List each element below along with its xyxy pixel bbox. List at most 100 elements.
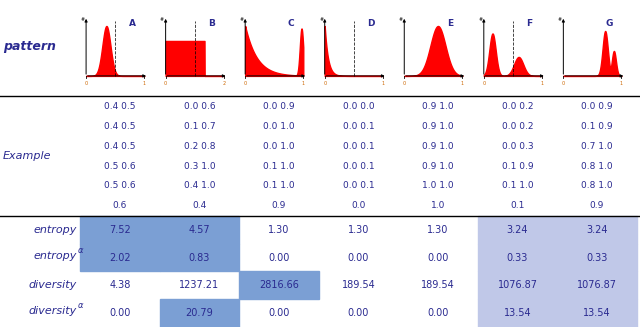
Text: entropy: entropy xyxy=(33,251,77,261)
Text: 0.5 0.6: 0.5 0.6 xyxy=(104,162,136,171)
Text: E: E xyxy=(447,19,453,28)
Text: #: # xyxy=(399,18,403,23)
Text: 0.4 0.5: 0.4 0.5 xyxy=(104,102,136,111)
Text: 1.30: 1.30 xyxy=(268,225,289,235)
Text: #: # xyxy=(160,18,164,23)
Text: 3.24: 3.24 xyxy=(507,225,528,235)
Text: 13.54: 13.54 xyxy=(504,308,531,318)
Text: 0.1 0.9: 0.1 0.9 xyxy=(502,162,533,171)
Text: 0.0 1.0: 0.0 1.0 xyxy=(263,142,294,151)
Text: 1.30: 1.30 xyxy=(428,225,449,235)
Text: 0.9 1.0: 0.9 1.0 xyxy=(422,122,454,131)
Text: 2.02: 2.02 xyxy=(109,252,131,263)
Text: 0.1 1.0: 0.1 1.0 xyxy=(263,181,294,191)
Text: 1076.87: 1076.87 xyxy=(497,280,538,290)
Text: 0.0 0.0: 0.0 0.0 xyxy=(342,102,374,111)
Text: 0.0 0.1: 0.0 0.1 xyxy=(342,122,374,131)
Text: 0: 0 xyxy=(84,81,88,86)
Text: 0: 0 xyxy=(562,81,565,86)
Text: #: # xyxy=(478,18,483,23)
Text: C: C xyxy=(288,19,294,28)
Text: 0.33: 0.33 xyxy=(507,252,528,263)
Text: 1237.21: 1237.21 xyxy=(179,280,220,290)
Text: 0.0 0.1: 0.0 0.1 xyxy=(342,162,374,171)
Text: 1: 1 xyxy=(620,81,623,86)
Text: 0.8 1.0: 0.8 1.0 xyxy=(581,162,613,171)
Text: 0.0 0.9: 0.0 0.9 xyxy=(581,102,613,111)
Text: B: B xyxy=(208,19,215,28)
Text: 0: 0 xyxy=(482,81,485,86)
Text: 20.79: 20.79 xyxy=(186,308,213,318)
Text: 0.0 0.6: 0.0 0.6 xyxy=(184,102,215,111)
Text: 2: 2 xyxy=(222,81,225,86)
Text: 0.00: 0.00 xyxy=(109,308,131,318)
Text: Example: Example xyxy=(3,151,52,161)
Text: 0.00: 0.00 xyxy=(428,252,449,263)
Text: 0.83: 0.83 xyxy=(189,252,210,263)
Text: 2816.66: 2816.66 xyxy=(259,280,299,290)
Text: 0.00: 0.00 xyxy=(268,308,289,318)
Text: diversity: diversity xyxy=(29,306,77,317)
Text: entropy: entropy xyxy=(33,225,77,235)
Text: 0.4 1.0: 0.4 1.0 xyxy=(184,181,215,191)
Text: 0: 0 xyxy=(164,81,167,86)
Text: F: F xyxy=(526,19,532,28)
Text: 0.0 0.2: 0.0 0.2 xyxy=(502,102,533,111)
Text: 0.1: 0.1 xyxy=(510,201,525,210)
Text: 0.0: 0.0 xyxy=(351,201,365,210)
Text: α: α xyxy=(77,301,83,310)
Text: 0.0 0.1: 0.0 0.1 xyxy=(342,181,374,191)
Text: 189.54: 189.54 xyxy=(421,280,455,290)
Text: 0.9: 0.9 xyxy=(271,201,286,210)
Text: 0: 0 xyxy=(403,81,406,86)
Text: 1: 1 xyxy=(381,81,385,86)
Text: 0.5 0.6: 0.5 0.6 xyxy=(104,181,136,191)
Text: 0.2 0.8: 0.2 0.8 xyxy=(184,142,215,151)
Text: 4.38: 4.38 xyxy=(109,280,131,290)
Text: 0.1 0.7: 0.1 0.7 xyxy=(184,122,215,131)
Text: 1076.87: 1076.87 xyxy=(577,280,617,290)
Text: 0.1 1.0: 0.1 1.0 xyxy=(263,162,294,171)
Text: 13.54: 13.54 xyxy=(583,308,611,318)
Text: #: # xyxy=(239,18,244,23)
Text: 0.00: 0.00 xyxy=(268,252,289,263)
Text: 7.52: 7.52 xyxy=(109,225,131,235)
Text: 0.6: 0.6 xyxy=(113,201,127,210)
Text: #: # xyxy=(81,18,84,23)
Text: 189.54: 189.54 xyxy=(342,280,375,290)
Text: 1: 1 xyxy=(301,81,305,86)
Text: 0: 0 xyxy=(323,81,326,86)
Text: 3.24: 3.24 xyxy=(586,225,608,235)
Text: 1.30: 1.30 xyxy=(348,225,369,235)
Text: D: D xyxy=(367,19,375,28)
Text: 0.4: 0.4 xyxy=(192,201,207,210)
Text: 0.9 1.0: 0.9 1.0 xyxy=(422,142,454,151)
Text: 0.7 1.0: 0.7 1.0 xyxy=(581,142,613,151)
Text: 1.0: 1.0 xyxy=(431,201,445,210)
Text: 0: 0 xyxy=(244,81,247,86)
Text: 0.4 0.5: 0.4 0.5 xyxy=(104,142,136,151)
Text: diversity: diversity xyxy=(29,280,77,290)
Text: 1: 1 xyxy=(461,81,464,86)
Text: A: A xyxy=(129,19,136,28)
Text: α: α xyxy=(77,246,83,255)
Text: 0.8 1.0: 0.8 1.0 xyxy=(581,181,613,191)
Text: 0.3 1.0: 0.3 1.0 xyxy=(184,162,215,171)
Text: pattern: pattern xyxy=(3,40,56,53)
Text: 1: 1 xyxy=(540,81,543,86)
Text: 0.0 0.1: 0.0 0.1 xyxy=(342,142,374,151)
Text: 0.00: 0.00 xyxy=(348,252,369,263)
Text: 0.0 1.0: 0.0 1.0 xyxy=(263,122,294,131)
Text: 0.0 0.9: 0.0 0.9 xyxy=(263,102,294,111)
Text: 0.9: 0.9 xyxy=(590,201,604,210)
Text: 0.33: 0.33 xyxy=(586,252,608,263)
Text: 1.0 1.0: 1.0 1.0 xyxy=(422,181,454,191)
Text: 0.00: 0.00 xyxy=(428,308,449,318)
Text: 0.1 0.9: 0.1 0.9 xyxy=(581,122,613,131)
Text: G: G xyxy=(606,19,613,28)
Text: 0.4 0.5: 0.4 0.5 xyxy=(104,122,136,131)
Text: 0.9 1.0: 0.9 1.0 xyxy=(422,102,454,111)
Text: 4.57: 4.57 xyxy=(189,225,210,235)
Text: #: # xyxy=(558,18,562,23)
Text: 0.00: 0.00 xyxy=(348,308,369,318)
